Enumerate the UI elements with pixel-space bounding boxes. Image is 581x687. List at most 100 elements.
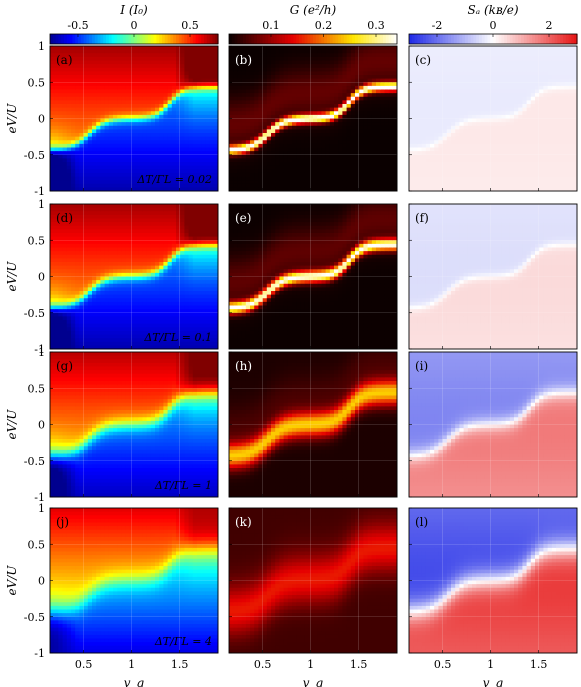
heatmap-cell: [421, 154, 427, 159]
heatmap-cell: [560, 154, 565, 159]
heatmap-cell: [241, 64, 247, 69]
heatmap-cell: [509, 107, 515, 112]
heatmap-cell: [547, 82, 553, 87]
heatmap-cell: [292, 93, 297, 98]
heatmap-cell: [451, 82, 456, 87]
heatmap-cell: [560, 75, 565, 80]
heatmap-cell: [493, 64, 498, 69]
heatmap-cell: [346, 129, 352, 134]
heatmap-cell: [346, 154, 352, 159]
heatmap-cell: [371, 104, 377, 109]
heatmap-cell: [150, 187, 156, 192]
heatmap-cell: [254, 133, 259, 138]
heatmap-cell: [467, 107, 473, 112]
heatmap-cell: [201, 53, 206, 58]
heatmap-cell: [535, 169, 540, 174]
heatmap-cell: [292, 60, 297, 65]
heatmap-cell: [321, 85, 327, 90]
heatmap-cell: [262, 96, 268, 101]
heatmap-cell: [472, 46, 477, 51]
heatmap-cell: [108, 125, 114, 130]
heatmap-cell: [518, 158, 523, 163]
heatmap-cell: [75, 64, 80, 69]
heatmap-cell: [455, 107, 460, 112]
colorbar-segment: [557, 34, 561, 44]
heatmap-cell: [384, 85, 390, 90]
heatmap-cell: [363, 140, 369, 145]
heatmap-cell: [317, 114, 322, 119]
heatmap-cell: [292, 107, 297, 112]
heatmap-cell: [279, 89, 285, 94]
heatmap-cell: [241, 93, 247, 98]
heatmap-cell: [505, 114, 511, 119]
heatmap-cell: [229, 125, 234, 130]
heatmap-cell: [308, 53, 314, 58]
heatmap-cell: [192, 147, 198, 152]
heatmap-cell: [421, 100, 427, 105]
heatmap-cell: [159, 180, 164, 185]
heatmap-cell: [62, 176, 68, 181]
heatmap-cell: [413, 125, 418, 130]
heatmap-cell: [254, 147, 259, 152]
heatmap-cell: [229, 183, 234, 188]
heatmap-cell: [184, 136, 190, 141]
heatmap-cell: [241, 60, 247, 65]
heatmap-cell: [380, 136, 385, 141]
heatmap-cell: [62, 165, 68, 170]
heatmap-cell: [150, 107, 156, 112]
heatmap-cell: [241, 111, 247, 116]
heatmap-cell: [338, 100, 343, 105]
heatmap-cell: [342, 118, 348, 123]
heatmap-cell: [325, 100, 331, 105]
heatmap-cell: [180, 114, 185, 119]
heatmap-cell: [371, 46, 377, 51]
heatmap-cell: [493, 93, 498, 98]
heatmap-cell: [346, 96, 352, 101]
heatmap-cell: [75, 82, 80, 87]
heatmap-cell: [129, 75, 135, 80]
heatmap-cell: [539, 75, 544, 80]
heatmap-cell: [518, 165, 523, 170]
heatmap-cell: [180, 46, 185, 51]
heatmap-cell: [292, 67, 297, 72]
colorbar-segment: [380, 34, 384, 44]
heatmap-cell: [104, 169, 110, 174]
heatmap-cell: [505, 67, 511, 72]
heatmap-cell: [134, 89, 139, 94]
colorbar-segment: [374, 34, 378, 44]
heatmap-cell: [271, 111, 276, 116]
heatmap-cell: [209, 107, 215, 112]
heatmap-cell: [113, 60, 118, 65]
heatmap-cell: [384, 125, 390, 130]
heatmap-cell: [551, 111, 557, 116]
heatmap-cell: [388, 180, 394, 185]
heatmap-cell: [334, 162, 339, 167]
heatmap-cell: [371, 89, 377, 94]
heatmap-cell: [442, 133, 448, 138]
heatmap-cell: [75, 78, 80, 83]
heatmap-cell: [167, 100, 173, 105]
colorbar-segment: [106, 34, 110, 44]
heatmap-cell: [321, 147, 327, 152]
heatmap-cell: [334, 151, 339, 156]
heatmap-cell: [434, 165, 439, 170]
heatmap-cell: [125, 183, 131, 188]
heatmap-cell: [321, 78, 327, 83]
heatmap-cell: [197, 111, 202, 116]
heatmap-cell: [350, 107, 356, 112]
heatmap-cell: [493, 183, 498, 188]
heatmap-cell: [241, 96, 247, 101]
heatmap-cell: [58, 89, 64, 94]
heatmap-cell: [129, 107, 135, 112]
heatmap-cell: [560, 67, 565, 72]
heatmap-cell: [442, 100, 448, 105]
heatmap-cell: [283, 169, 289, 174]
heatmap-cell: [342, 129, 348, 134]
heatmap-cell: [121, 169, 127, 174]
heatmap-cell: [556, 169, 561, 174]
heatmap-cell: [87, 158, 93, 163]
heatmap-cell: [192, 67, 198, 72]
heatmap-cell: [308, 64, 314, 69]
heatmap-cell: [171, 176, 177, 181]
heatmap-cell: [535, 100, 540, 105]
